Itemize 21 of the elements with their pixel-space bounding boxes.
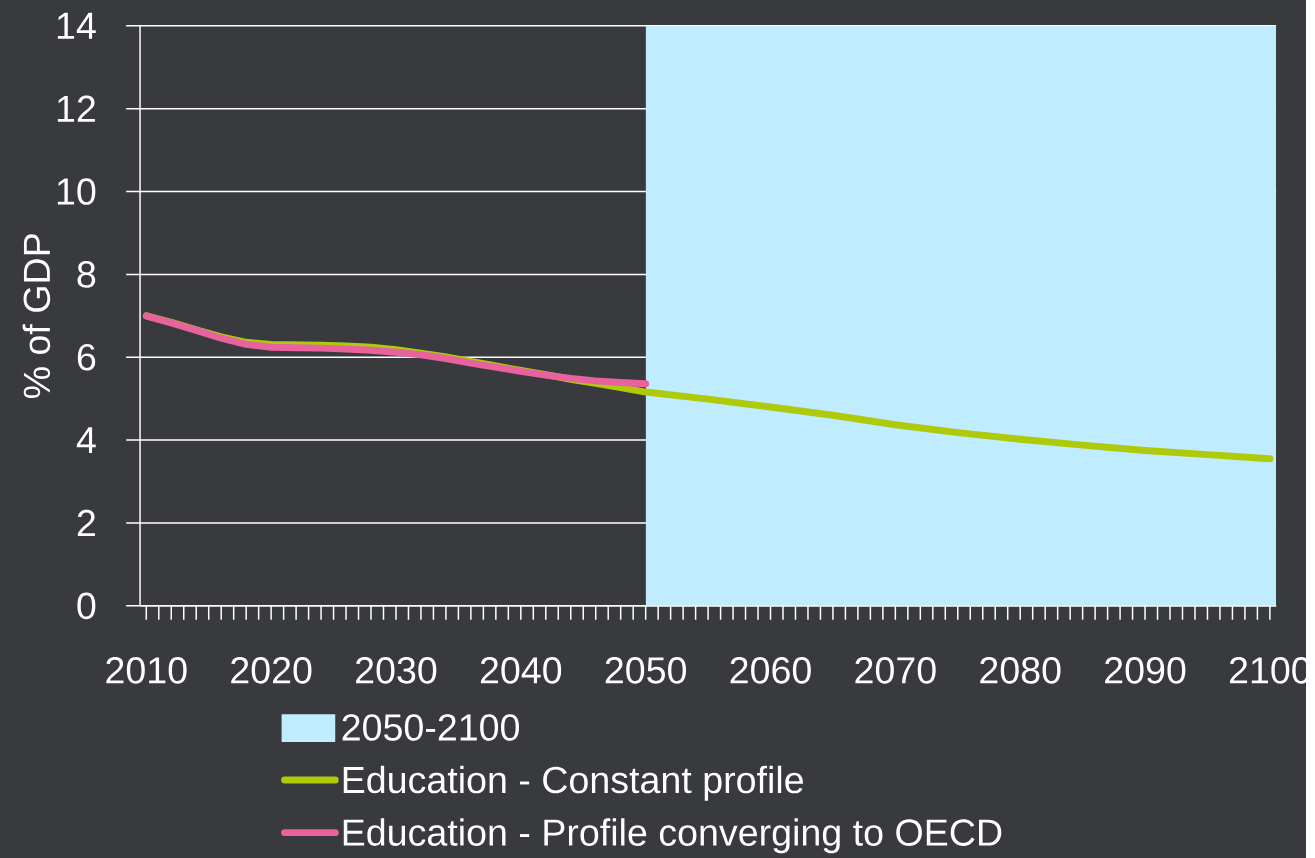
x-tick-label: 2020 [231, 656, 312, 684]
x-tick-label: 2080 [980, 656, 1061, 684]
y-tick-label: 14 [57, 12, 96, 39]
x-tick-label: 2010 [106, 656, 187, 684]
x-tick-label: 2060 [730, 656, 811, 684]
y-tick-label: 0 [77, 592, 96, 620]
legend-label: Education - Constant profile [343, 765, 803, 801]
y-tick-label: 12 [57, 95, 95, 122]
x-tick-label: 2050 [605, 656, 687, 684]
x-tick-label: 2040 [480, 656, 562, 684]
y-tick-label: 8 [77, 261, 96, 288]
y-tick-label: 4 [76, 427, 96, 453]
y-tick-label: 6 [77, 343, 96, 371]
legend-label: 2050-2100 [342, 714, 519, 741]
y-tick-label: 2 [77, 509, 95, 537]
legend-label: Education - Profile converging to OECD [343, 818, 1002, 854]
y-axis-title: % of GDP [22, 234, 51, 399]
x-tick-label: 2030 [356, 656, 437, 684]
y-tick-label: 10 [57, 178, 96, 205]
x-tick-label: 2090 [1105, 656, 1186, 684]
x-tick-label: 2070 [855, 656, 936, 684]
